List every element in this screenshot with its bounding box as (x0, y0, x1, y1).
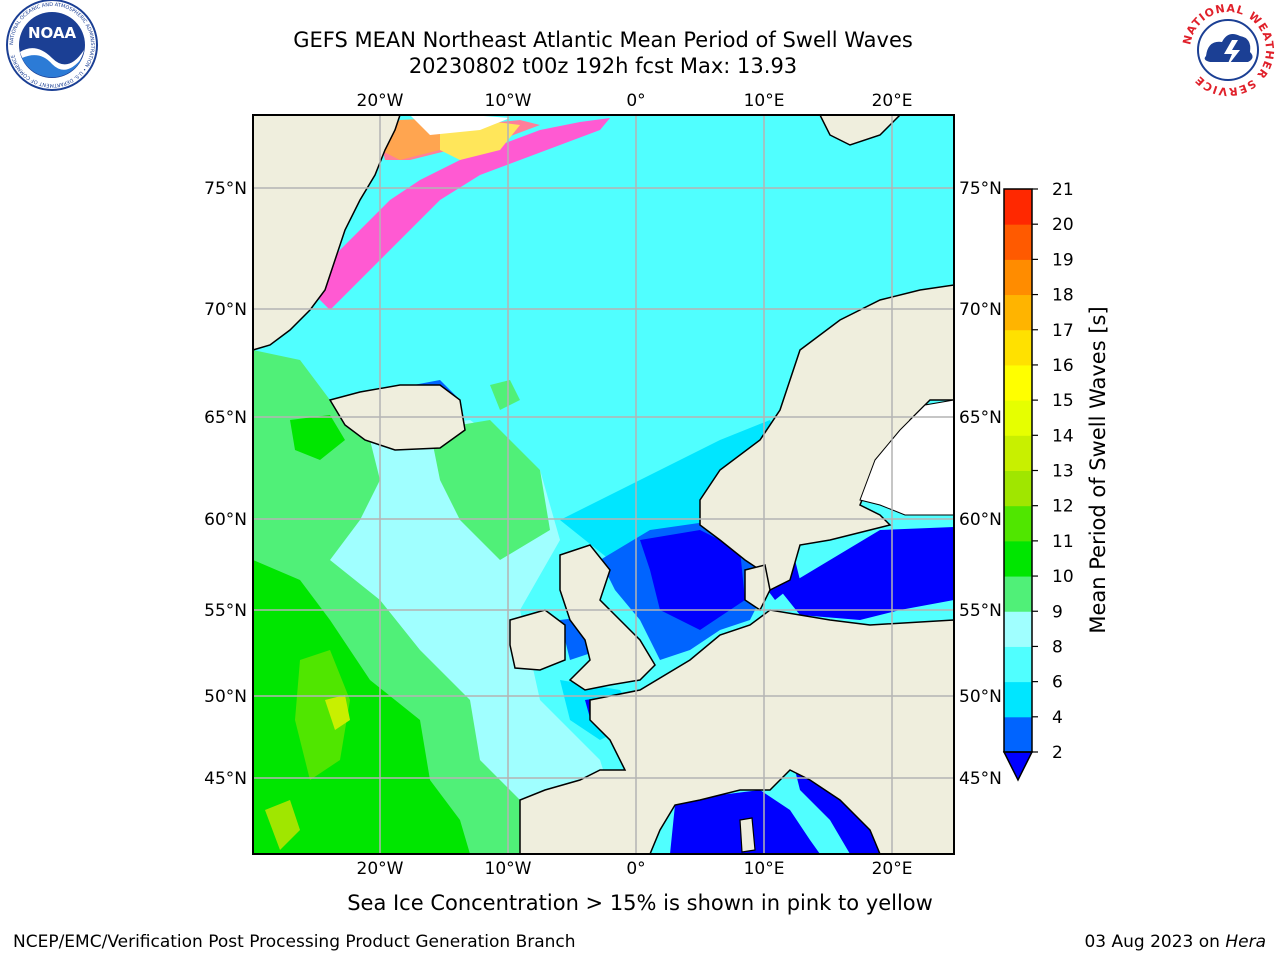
lat-label: 45°N (204, 769, 247, 789)
colorbar-tick-label: 15 (1052, 391, 1074, 411)
footer-date-text: 03 Aug 2023 on (1084, 932, 1226, 952)
graticule (253, 115, 954, 854)
lat-label: 45°N (959, 769, 1002, 789)
lat-label: 75°N (959, 179, 1002, 199)
colorbar-tick-label: 8 (1052, 637, 1063, 657)
colorbar: 2 4 6 8 9 10 11 12 13 14 15 16 17 18 19 20 21 (1002, 180, 1074, 782)
swell-10-11-patch (290, 415, 345, 460)
colorbar-tick-label: 20 (1052, 215, 1074, 235)
colorbar-tick-label: 12 (1052, 497, 1074, 517)
lat-label: 65°N (204, 408, 247, 428)
lon-labels-top: 20°W 10°W 0° 10°E 20°E (357, 91, 913, 111)
lon-labels-bottom: 20°W 10°W 0° 10°E 20°E (357, 859, 913, 879)
colorbar-bin (1004, 329, 1032, 366)
swell-9-10-patch-small (490, 380, 520, 410)
colorbar-bin (1004, 294, 1032, 331)
swell-10-11-zone (253, 560, 470, 854)
colorbar-tick-label: 17 (1052, 321, 1074, 341)
lat-labels-right: 75°N 70°N 65°N 60°N 55°N 50°N 45°N (959, 179, 1002, 789)
lon-label: 20°E (872, 91, 913, 111)
colorbar-extend-arrow (1002, 751, 1034, 782)
lat-label: 70°N (959, 300, 1002, 320)
lon-label: 10°E (744, 91, 785, 111)
nws-logo: NATIONAL WEATHER SERVICE (1180, 2, 1275, 98)
colorbar-bin (1004, 259, 1032, 296)
swell-below-2-adriatic (795, 770, 885, 854)
colorbar-bin (1004, 611, 1032, 647)
colorbar-tick-label: 18 (1052, 286, 1074, 306)
colorbar-tick-label: 13 (1052, 462, 1074, 482)
lon-label: 20°W (357, 859, 404, 879)
footer-credit: NCEP/EMC/Verification Post Processing Pr… (13, 932, 576, 952)
greenland-land (253, 115, 401, 351)
colorbar-bin (1004, 505, 1032, 542)
lon-label: 10°W (485, 91, 532, 111)
noaa-logo: NOAA NATIONAL OCEANIC AND ATMOSPHERIC AD… (6, 0, 98, 91)
swell-11-12-patch (295, 650, 350, 780)
gulf-of-bothnia-white (859, 399, 954, 516)
swell-13-14-patch (325, 695, 350, 730)
lat-label: 60°N (959, 510, 1002, 530)
colorbar-tick-label: 16 (1052, 356, 1074, 376)
footer-date: 03 Aug 2023 on Hera (1084, 932, 1266, 952)
lat-label: 65°N (959, 408, 1002, 428)
corsica-land (739, 817, 756, 853)
svalbard-land (819, 115, 902, 146)
ice-free-white-gap (410, 115, 510, 135)
colorbar-bin (1004, 681, 1032, 718)
lat-label: 55°N (959, 601, 1002, 621)
lat-label: 55°N (204, 601, 247, 621)
map-title: GEFS MEAN Northeast Atlantic Mean Period… (293, 28, 913, 52)
colorbar-tick-label: 4 (1052, 708, 1063, 728)
sea-ice-caption: Sea Ice Concentration > 15% is shown in … (347, 891, 933, 915)
colorbar-bin (1004, 470, 1032, 507)
colorbar-tick-label: 11 (1052, 532, 1074, 552)
lat-label: 50°N (959, 687, 1002, 707)
colorbar-bin (1004, 540, 1032, 577)
lon-label: 20°E (872, 859, 913, 879)
lat-label: 50°N (204, 687, 247, 707)
swell-4-6-norway (560, 420, 790, 560)
colorbar-tick-label: 21 (1052, 180, 1074, 200)
colorbar-tick-label: 9 (1052, 602, 1063, 622)
colorbar-bin (1004, 435, 1032, 471)
sea-ice-pink (310, 118, 610, 310)
colorbar-bin (1004, 716, 1032, 753)
colorbar-bin (1004, 646, 1032, 683)
swell-below-2-baltic (780, 527, 954, 620)
colorbar-tick-label: 6 (1052, 673, 1063, 693)
lon-label: 10°E (744, 859, 785, 879)
colorbar-tick-label: 10 (1052, 567, 1074, 587)
colorbar-tick-label: 2 (1052, 743, 1063, 763)
lon-label: 0° (626, 91, 645, 111)
ireland-land (509, 609, 566, 671)
lat-label: 60°N (204, 510, 247, 530)
map-subtitle: 20230802 t00z 192h fcst Max: 13.93 (408, 54, 798, 78)
map-frame (252, 114, 955, 855)
colorbar-tick-label: 19 (1052, 250, 1074, 270)
colorbar-label: Mean Period of Swell Waves [s] (1086, 306, 1110, 633)
great-britain-land (559, 544, 656, 691)
swell-9-10-patch (430, 420, 550, 560)
colorbar-bin (1004, 400, 1032, 436)
lon-label: 20°W (357, 91, 404, 111)
lat-label: 70°N (204, 300, 247, 320)
noaa-logo-text: NOAA (28, 24, 77, 42)
footer-host: Hera (1225, 932, 1266, 952)
colorbar-bin (1004, 576, 1032, 612)
colorbar-bin (1004, 224, 1032, 260)
lat-labels-left: 75°N 70°N 65°N 60°N 55°N 50°N 45°N (204, 179, 247, 789)
swell-12-13-patch (265, 800, 300, 850)
lon-label: 10°W (485, 859, 532, 879)
lon-label: 0° (626, 859, 645, 879)
swell-below-2-north-sea (640, 530, 745, 630)
colorbar-bin (1004, 364, 1032, 401)
colorbar-tick-label: 14 (1052, 426, 1074, 446)
colorbar-bin (1004, 189, 1032, 225)
lat-label: 75°N (204, 179, 247, 199)
